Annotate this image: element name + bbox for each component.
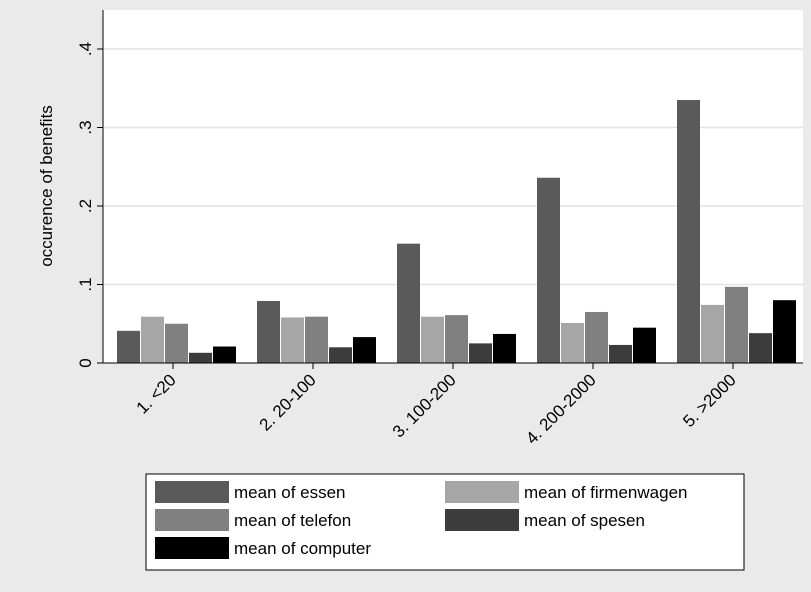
bar — [537, 177, 560, 363]
bar — [353, 337, 376, 363]
bar — [189, 352, 212, 363]
bar — [725, 286, 748, 363]
bar — [141, 316, 164, 363]
bar — [117, 330, 140, 363]
legend-label: mean of essen — [234, 483, 346, 502]
bars — [117, 100, 796, 364]
y-tick-label: 0 — [76, 358, 95, 367]
bar — [281, 317, 304, 363]
bar — [445, 315, 468, 363]
legend-items: mean of essen mean of firmenwagen mean of … — [155, 481, 687, 559]
bar — [677, 100, 700, 364]
bar — [421, 316, 444, 363]
bar — [609, 344, 632, 363]
bar — [165, 323, 188, 363]
bar — [469, 343, 492, 363]
y-ticks: 0 .1 .2 .3 .4 — [76, 42, 103, 368]
y-tick-label: .2 — [76, 199, 95, 213]
legend-label: mean of telefon — [234, 511, 351, 530]
y-tick-label: .3 — [76, 120, 95, 134]
bar — [701, 304, 724, 363]
bar — [213, 346, 236, 363]
bar — [561, 322, 584, 363]
legend-swatch — [445, 481, 519, 503]
bar — [633, 327, 656, 363]
y-axis-label: occurence of benefits — [37, 105, 56, 267]
y-tick-label: .1 — [76, 277, 95, 291]
legend: mean of essen mean of firmenwagen mean of … — [145, 473, 745, 571]
bar — [329, 347, 352, 363]
bar — [257, 300, 280, 363]
y-tick-label: .4 — [76, 42, 95, 56]
bar — [305, 316, 328, 363]
bar — [397, 243, 420, 363]
bar — [773, 300, 796, 363]
legend-label: mean of computer — [234, 539, 371, 558]
legend-swatch — [445, 509, 519, 531]
legend-swatch — [155, 537, 229, 559]
legend-swatch — [155, 509, 229, 531]
bar — [585, 311, 608, 363]
legend-label: mean of spesen — [524, 511, 645, 530]
legend-swatch — [155, 481, 229, 503]
bar — [493, 333, 516, 363]
bar — [749, 333, 772, 363]
legend-label: mean of firmenwagen — [524, 483, 687, 502]
